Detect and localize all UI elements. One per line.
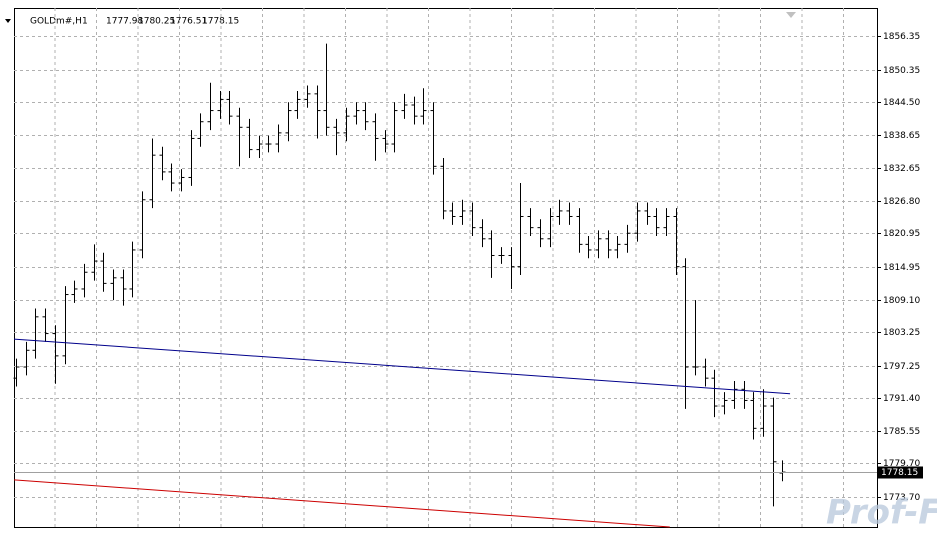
current-price-label: 1778.15	[881, 468, 918, 478]
y-tick-label: 1850.35	[883, 66, 920, 76]
y-tick-label: 1820.95	[883, 229, 920, 239]
y-tick-label: 1814.95	[883, 263, 920, 273]
watermark: Prof-FX	[826, 493, 937, 533]
current-price-box	[877, 466, 923, 479]
y-tick-label: 1838.65	[883, 131, 920, 141]
y-tick-label: 1826.80	[883, 197, 920, 207]
y-tick-label: 1844.50	[883, 98, 920, 108]
quote-low: 1776.51	[170, 17, 207, 27]
y-tick-label: 1779.70	[883, 459, 920, 469]
y-tick-label: 1797.25	[883, 362, 920, 372]
y-tick-label: 1856.35	[883, 32, 920, 42]
quote-open: 1777.98	[106, 17, 143, 27]
trend-line	[14, 479, 670, 528]
y-tick-label: 1832.65	[883, 164, 920, 174]
y-tick-label: 1791.40	[883, 394, 920, 404]
trend-line	[14, 338, 791, 395]
symbol: GOLDm#,H1	[30, 17, 88, 27]
y-tick-label: 1809.10	[883, 296, 920, 306]
shift-marker	[786, 12, 796, 18]
quote-high: 1780.25	[138, 17, 175, 27]
y-tick-label: 1785.55	[883, 427, 920, 437]
menu-arrow[interactable]	[5, 19, 11, 23]
y-tick-label: 1773.70	[883, 493, 920, 503]
y-tick-label: 1803.25	[883, 328, 920, 338]
